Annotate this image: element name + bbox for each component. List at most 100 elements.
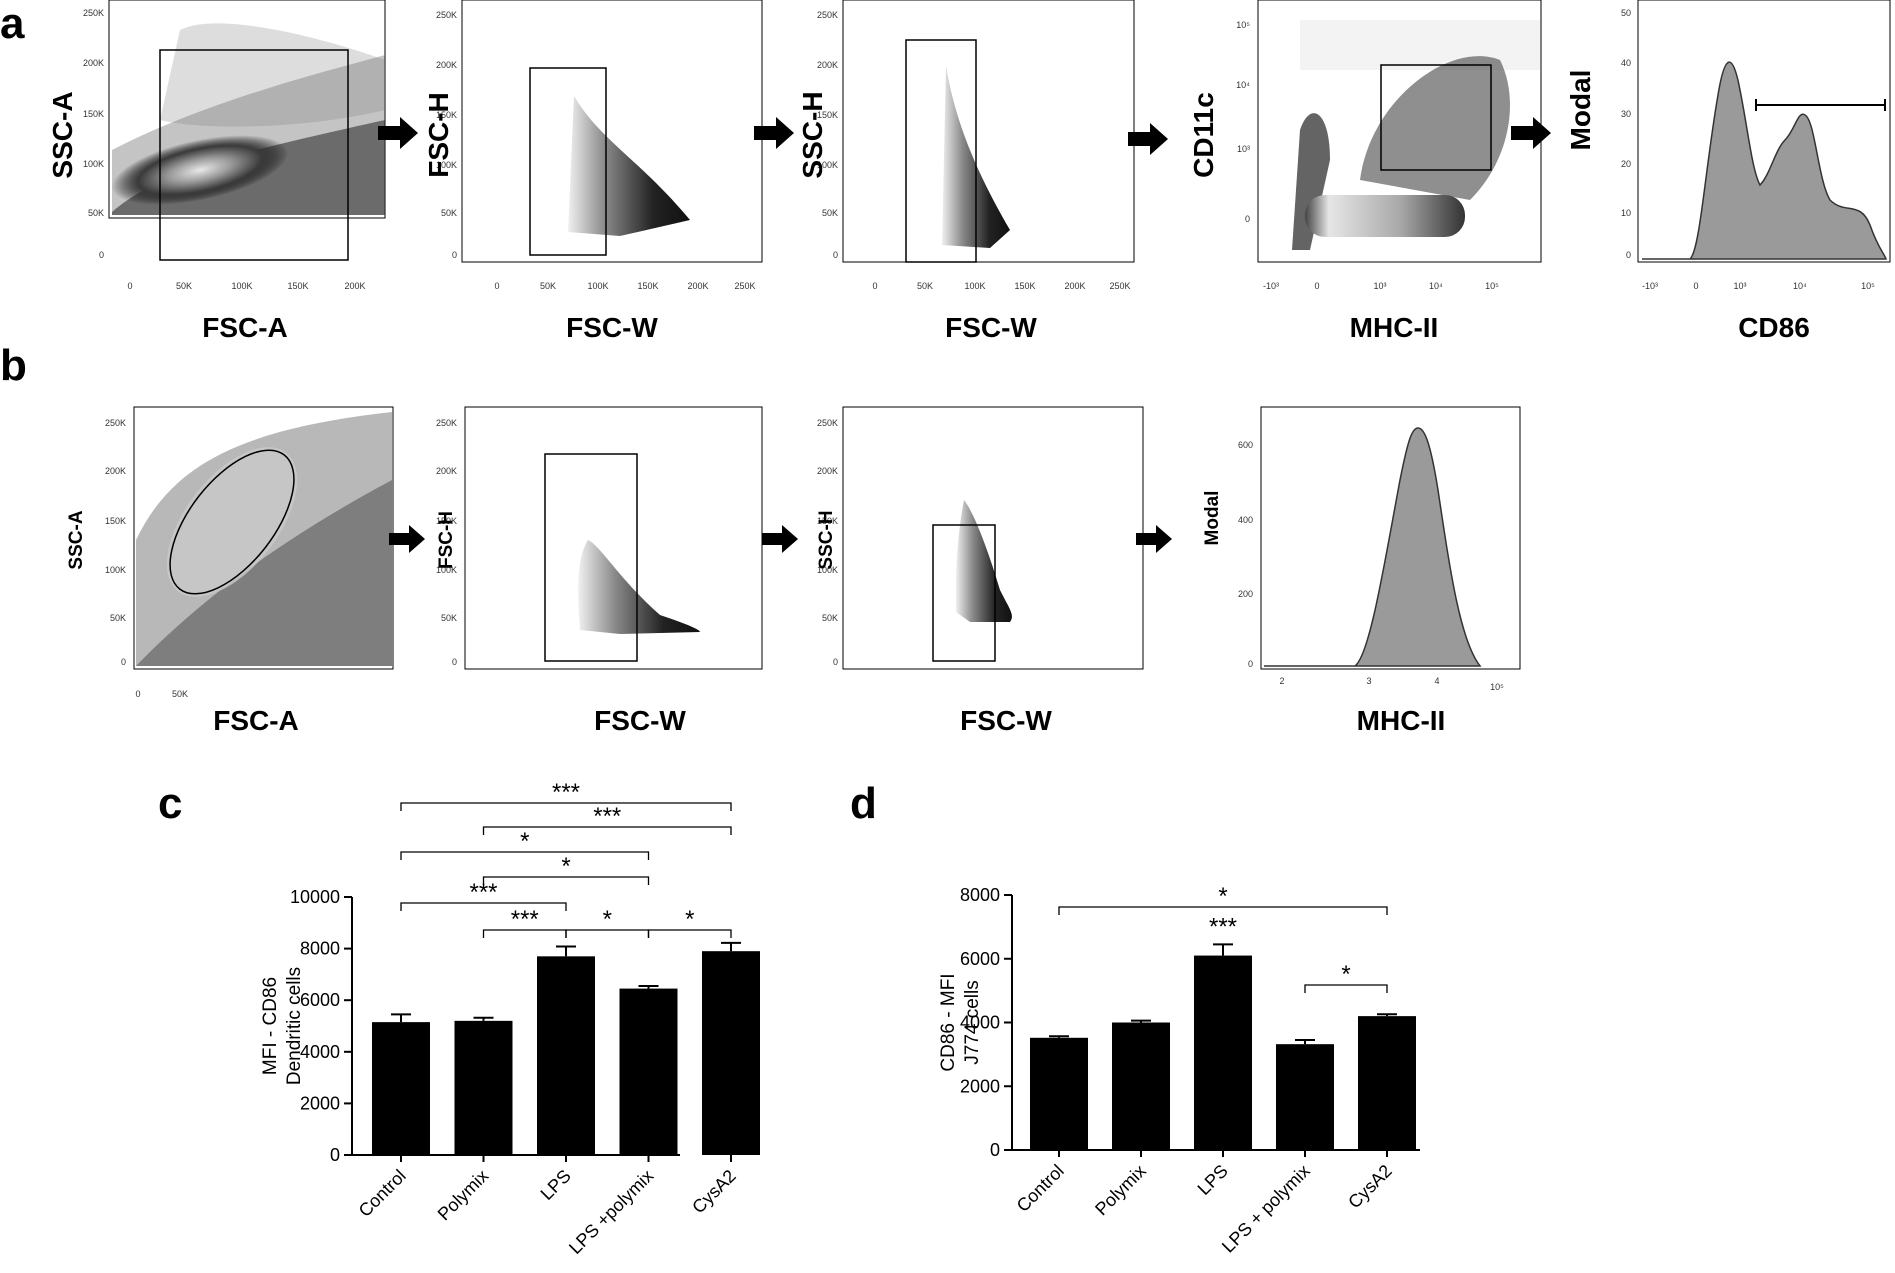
c-bar: [372, 1022, 430, 1155]
d-bar: [1030, 1037, 1088, 1150]
b3-ytick-5: 0: [833, 657, 838, 667]
a4-ytick-3: 0: [1245, 214, 1250, 224]
b4-xtick-2: 4: [1434, 676, 1439, 686]
a5-xtick-0: -10³: [1642, 281, 1658, 291]
arrow-icon: [389, 525, 425, 553]
a3-ylabel: SSC-H: [797, 91, 828, 178]
d-bar: [1358, 1016, 1416, 1150]
c-category-label: Polymix: [434, 1166, 493, 1225]
a5-xtick-1: 0: [1693, 281, 1698, 291]
c-category-label: CysA2: [688, 1166, 740, 1218]
d-category-label: LPS + polymix: [1218, 1161, 1314, 1257]
c-ytick-label: 2000: [300, 1093, 340, 1113]
c-category-label: Control: [355, 1166, 410, 1221]
a3-ytick-2: 150K: [817, 110, 838, 120]
plot-a1: 250K 200K 150K 100K 50K 0 0 50K 100K 150…: [47, 0, 386, 343]
arrow-icon: [1136, 525, 1172, 553]
b3-ylabel: SSC-H: [816, 510, 837, 569]
a2-ytick-2: 150K: [436, 110, 457, 120]
c-significance-label: ***: [593, 803, 621, 830]
c-ytick-label: 0: [330, 1145, 340, 1165]
a3-xtick-3: 150K: [1014, 281, 1035, 291]
a2-xtick-0: 0: [494, 281, 499, 291]
a3-ytick-0: 250K: [817, 10, 838, 20]
arrow-icon: [378, 117, 418, 149]
a1-ytick-2: 150K: [83, 109, 104, 119]
plot-b2: 250K 200K 150K 100K 50K 0 FSC-H FSC-W: [436, 406, 763, 736]
d-category-label: CysA2: [1344, 1161, 1396, 1213]
d-ytick-label: 8000: [960, 885, 1000, 905]
b4-xtick-0: 2: [1279, 676, 1284, 686]
c-significance-bracket: [482, 826, 732, 835]
a4-ytick-1: 10⁴: [1236, 80, 1250, 90]
plot-b4-histogram: [1264, 427, 1482, 667]
a2-ytick-3: 100K: [436, 160, 457, 170]
panel-letter-a: a: [0, 0, 25, 48]
a4-xtick-1: 0: [1314, 281, 1319, 291]
arrow-icon: [762, 525, 798, 553]
a3-ytick-1: 200K: [817, 60, 838, 70]
d-significance-label: *: [1218, 883, 1227, 910]
arrow-icon: [1511, 117, 1551, 149]
a5-xtick-4: 10⁵: [1861, 281, 1875, 291]
c-significance-bracket: [400, 902, 567, 911]
c-significance-label: ***: [469, 879, 497, 906]
panel-letter-d: d: [850, 779, 877, 828]
a2-xtick-2: 100K: [587, 281, 608, 291]
a5-ytick-4: 10: [1621, 208, 1631, 218]
plot-a5-histogram: [1642, 61, 1887, 260]
bar-chart-d: 0 2000 4000 6000 8000 CD86 - MFI J774 cells Con…: [938, 883, 1420, 1257]
d-significance-label: *: [1341, 961, 1350, 988]
d-bar: [1276, 1044, 1334, 1150]
plot-b3-frame: [842, 406, 1144, 670]
a4-ytick-2: 10³: [1237, 144, 1250, 154]
a2-xtick-1: 50K: [540, 281, 556, 291]
plot-a1-gate: [159, 49, 349, 261]
c-bar: [537, 956, 595, 1155]
d-ylabel: CD86 - MFI: [938, 973, 959, 1071]
c-ylabel: Dendritic cells: [284, 967, 305, 1085]
plot-a5: 50 40 30 20 10 0 -10³ 0 10³ 10⁴ 10⁵ Moda…: [1565, 0, 1891, 343]
b3-ytick-3: 100K: [817, 565, 838, 575]
c-significance-label: ***: [552, 779, 580, 806]
d-significance-label: ***: [1209, 913, 1237, 940]
a5-ytick-0: 50: [1621, 8, 1631, 18]
d-ytick-label: 4000: [960, 1013, 1000, 1033]
a3-ytick-5: 0: [833, 250, 838, 260]
a3-xtick-1: 50K: [917, 281, 933, 291]
c-bar: [702, 951, 760, 1155]
d-bar: [1112, 1022, 1170, 1150]
b3-ytick-4: 50K: [822, 613, 838, 623]
b4-ylabel: Modal: [1202, 491, 1223, 546]
a5-ytick-2: 30: [1621, 109, 1631, 119]
a5-xlabel: CD86: [1738, 312, 1810, 343]
a2-ytick-1: 200K: [436, 60, 457, 70]
a5-xtick-2: 10³: [1733, 281, 1746, 291]
a4-xlabel: MHC-II: [1350, 312, 1439, 343]
c-bar: [619, 988, 678, 1155]
a1-ytick-0: 250K: [83, 8, 104, 18]
c-significance-label: ***: [511, 906, 539, 933]
b1-ytick-5: 0: [121, 657, 126, 667]
c-significance-bracket: [400, 851, 650, 860]
c-significance-label: *: [561, 853, 570, 880]
plot-a2-scatter: [568, 96, 690, 236]
plot-b3: 250K 200K 150K 100K 50K 0 SSC-H FSC-W: [816, 406, 1144, 736]
plot-a2: 250K 200K 150K 100K 50K 0 0 50K 100K 150…: [423, 0, 763, 343]
c-ytick-label: 6000: [300, 990, 340, 1010]
b1-xtick-0: 0: [135, 689, 140, 699]
d-significance-bracket: [1304, 984, 1388, 993]
c-significance-bracket: [647, 929, 732, 938]
b4-ytick-3: 0: [1248, 659, 1253, 669]
a3-ytick-3: 100K: [817, 160, 838, 170]
a2-ytick-5: 0: [452, 250, 457, 260]
b3-ytick-2: 150K: [817, 516, 838, 526]
b1-xlabel: FSC-A: [213, 705, 299, 736]
b4-xlabel: MHC-II: [1357, 705, 1446, 736]
plot-b2-gate: [544, 453, 638, 662]
a1-xtick-4: 200K: [344, 281, 365, 291]
a3-xtick-2: 100K: [964, 281, 985, 291]
b4-ytick-1: 400: [1238, 515, 1253, 525]
c-significance-label: *: [603, 906, 612, 933]
